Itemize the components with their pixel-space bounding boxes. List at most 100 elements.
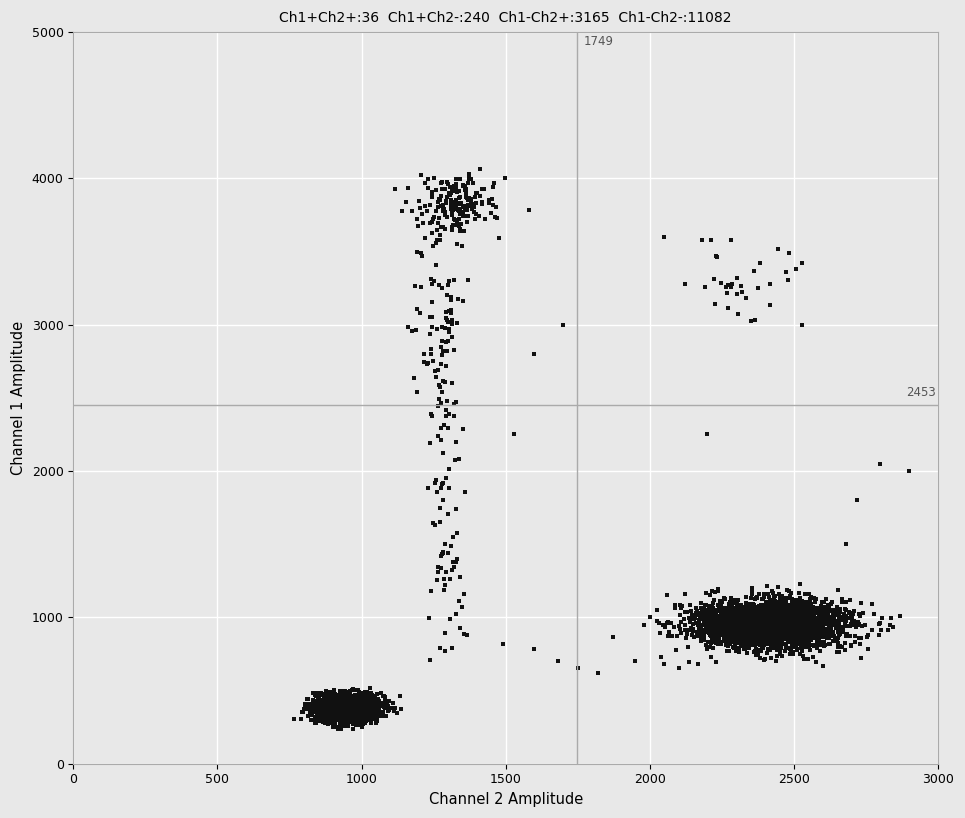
Point: [819, 630, 835, 643]
Point: [758, 619, 773, 632]
Point: [353, 700, 369, 713]
Point: [742, 603, 758, 616]
Point: [332, 698, 347, 711]
Point: [773, 631, 788, 645]
Point: [358, 690, 373, 703]
Point: [317, 699, 333, 712]
Point: [778, 608, 793, 621]
Point: [742, 597, 758, 610]
Point: [339, 709, 354, 722]
Point: [793, 609, 809, 622]
Point: [346, 684, 362, 697]
Point: [339, 703, 354, 717]
Point: [345, 690, 360, 703]
Point: [779, 633, 794, 646]
Point: [328, 693, 344, 706]
Point: [322, 701, 338, 714]
Point: [319, 690, 335, 703]
Point: [323, 703, 339, 717]
Point: [345, 699, 360, 712]
Point: [307, 702, 322, 715]
Point: [349, 692, 365, 705]
Point: [347, 704, 363, 717]
Point: [326, 707, 342, 720]
Point: [340, 699, 355, 712]
Point: [762, 617, 778, 630]
Point: [360, 709, 375, 722]
Point: [350, 701, 366, 714]
Point: [459, 204, 475, 217]
Point: [747, 627, 762, 640]
Point: [715, 629, 731, 642]
Point: [351, 697, 367, 710]
Point: [437, 537, 453, 551]
Point: [808, 628, 823, 641]
Point: [755, 611, 770, 624]
Point: [724, 612, 739, 625]
Point: [345, 707, 360, 720]
Point: [333, 703, 348, 716]
Point: [350, 708, 366, 721]
Point: [488, 200, 504, 213]
Point: [753, 627, 768, 640]
Point: [804, 603, 819, 616]
Point: [462, 199, 478, 212]
Point: [707, 612, 723, 625]
Point: [323, 709, 339, 722]
Point: [812, 639, 827, 652]
Point: [784, 623, 799, 636]
Point: [738, 591, 754, 604]
Point: [703, 612, 718, 625]
Point: [339, 695, 354, 708]
Point: [334, 705, 349, 718]
Point: [312, 696, 327, 709]
Point: [321, 687, 337, 700]
Point: [330, 694, 345, 708]
Point: [367, 690, 382, 703]
Point: [347, 705, 363, 718]
Point: [702, 624, 717, 637]
Point: [334, 703, 349, 716]
Point: [706, 627, 722, 640]
Point: [750, 629, 765, 642]
Point: [351, 703, 367, 716]
Point: [797, 626, 813, 639]
Point: [785, 634, 800, 647]
Point: [308, 702, 323, 715]
Point: [345, 708, 361, 721]
Point: [670, 629, 685, 642]
Point: [339, 699, 354, 712]
Point: [377, 690, 393, 703]
Point: [781, 618, 796, 631]
Point: [821, 614, 837, 627]
Point: [333, 702, 348, 715]
Point: [782, 623, 797, 636]
Point: [711, 624, 727, 637]
Point: [723, 618, 738, 631]
Point: [752, 631, 767, 645]
Point: [356, 699, 372, 712]
Point: [837, 602, 852, 615]
Point: [329, 706, 345, 719]
Point: [777, 596, 792, 609]
Point: [784, 625, 799, 638]
Point: [776, 609, 791, 622]
Point: [351, 696, 367, 709]
Point: [745, 610, 760, 623]
Point: [327, 696, 343, 709]
Point: [830, 600, 845, 614]
Point: [786, 608, 802, 621]
Point: [788, 611, 804, 624]
Point: [776, 632, 791, 645]
Point: [838, 615, 853, 628]
Point: [337, 712, 352, 725]
Point: [813, 621, 829, 634]
Point: [801, 606, 816, 619]
Point: [792, 605, 808, 618]
Point: [355, 693, 371, 706]
Point: [739, 611, 755, 624]
Point: [781, 600, 796, 613]
Point: [720, 625, 735, 638]
Point: [354, 708, 370, 721]
Point: [324, 697, 340, 710]
